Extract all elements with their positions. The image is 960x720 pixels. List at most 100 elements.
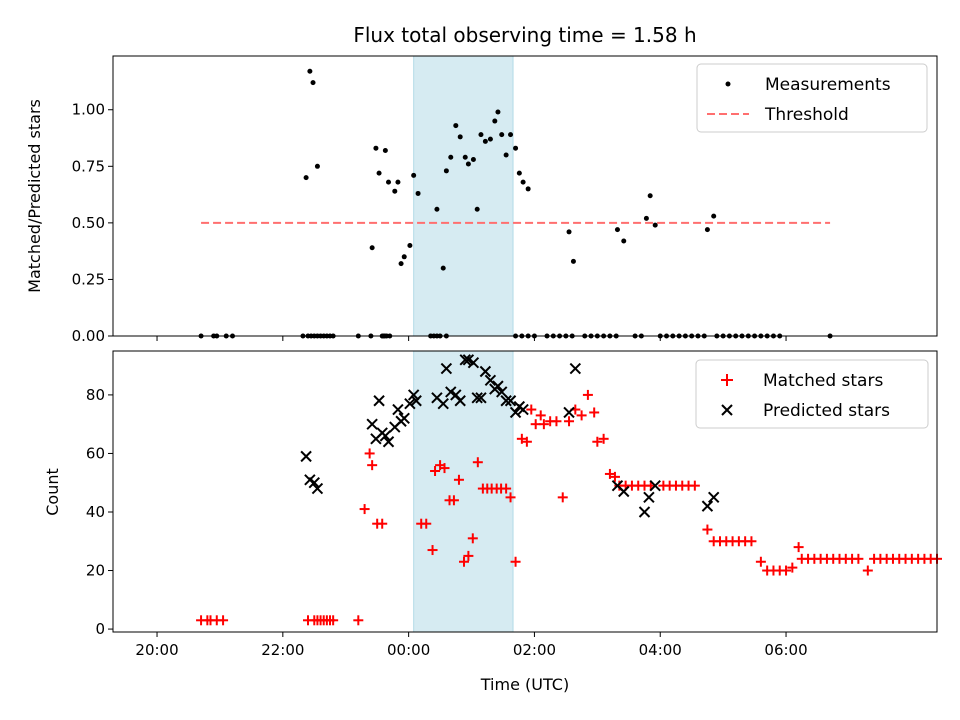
predicted-star-point [638,506,651,518]
measurement-point [520,179,526,185]
measurement-point [440,265,446,271]
measurement-point [462,154,468,160]
measurement-point [401,254,407,260]
matched-star-point [557,492,568,503]
matched-star-point [328,615,339,626]
x-axis-label: Time (UTC) [480,675,569,694]
top-axes-frame [112,55,938,337]
predicted-star-point [382,436,395,448]
matched-star-point [564,416,575,427]
measurement-point [711,213,717,219]
matched-star-point [359,504,370,515]
predicted-star-point [467,357,480,369]
predicted-star-point [500,395,512,407]
measurement-point [415,190,421,196]
measurement-point [382,147,388,153]
x-tick-label: 02:00 [513,641,556,659]
top-y-tick-label: 0.25 [72,270,105,288]
legend-matched-label: Matched stars [763,371,883,391]
predicted-star-point [404,397,416,410]
predicted-star-point [643,491,655,504]
measurement-point [647,193,653,199]
predicted-star-point [509,406,522,419]
measurement-point [376,170,382,176]
x-tick-label: 06:00 [764,641,807,659]
measurement-point [508,132,514,138]
matched-star-point [793,542,804,553]
legend-measurements-label: Measurements [765,75,891,95]
predicted-star-point [471,392,483,404]
measurement-point [474,206,480,212]
matched-star-point [589,407,600,418]
predicted-star-point [311,482,324,495]
predicted-star-point [504,395,517,407]
measurement-point [482,138,488,144]
matched-star-point [853,553,864,564]
legend-threshold-label: Threshold [764,105,849,125]
bottom-y-tick-label: 0 [95,620,105,638]
bottom-y-ticks: 0 20 40 60 80 [86,386,113,638]
measurement-point [525,186,531,192]
predicted-star-point [398,412,410,425]
matched-star-point [582,389,593,400]
bottom-y-tick-label: 40 [86,503,105,521]
measurement-point [566,229,572,235]
measurement-point [434,206,440,212]
matched-star-point [501,483,512,494]
predicted-star-point [459,354,471,366]
measurement-point [411,172,417,178]
measurement-point [443,168,449,174]
predicted-star-point [379,430,392,442]
measurement-point [407,242,413,248]
top-legend: Measurements Threshold [696,63,928,133]
top-x-ticks [156,336,787,341]
predicted-star-point [569,362,582,375]
matched-star-point [510,556,521,567]
legend-measurements-marker [725,81,731,87]
predicted-star-point [437,397,449,410]
matched-star-point [781,565,792,576]
measurement-point [513,145,519,151]
matched-star-point [427,545,438,556]
measurement-point [369,245,375,251]
matched-star-point [598,433,609,444]
measurement-point [704,227,710,233]
predicted-star-point [407,389,420,401]
top-shaded-interval [413,55,514,337]
bottom-legend-box [695,359,929,429]
measurement-point [398,261,404,267]
bottom-axes-frame [112,350,938,633]
legend-predicted-marker [721,404,733,416]
matched-star-point [746,536,757,547]
top-y-tick-label: 0.75 [72,157,105,175]
bottom-y-tick-label: 80 [86,386,105,404]
measurement-point [492,118,498,124]
matched-star-point [516,433,527,444]
bottom-y-tick-label: 60 [86,444,105,462]
top-y-axis-label: Matched/Predicted stars [25,99,44,293]
matched-star-point [526,404,537,415]
bottom-y-axis-label: Count [43,468,62,516]
matched-star-point [535,410,546,421]
measurement-point [614,227,620,233]
predicted-star-point [366,418,378,430]
top-y-tick-label: 0.00 [72,327,105,345]
measurement-point [503,152,509,158]
matched-star-point [592,436,603,447]
predicted-star-point [475,392,487,404]
matched-star-point [458,556,469,567]
top-legend-box [696,63,928,133]
measurement-point [478,132,484,138]
matched-star-point [521,436,532,447]
legend-matched-marker [721,374,733,386]
predicted-star-point [308,477,320,489]
matched-star-point [467,533,478,544]
matched-star-point [505,492,516,503]
measurement-point [373,145,379,151]
predicted-star-point [563,406,575,419]
measurement-point [495,109,501,115]
measurement-point [621,238,627,244]
measurement-point [392,188,398,194]
matched-star-point [609,471,620,482]
